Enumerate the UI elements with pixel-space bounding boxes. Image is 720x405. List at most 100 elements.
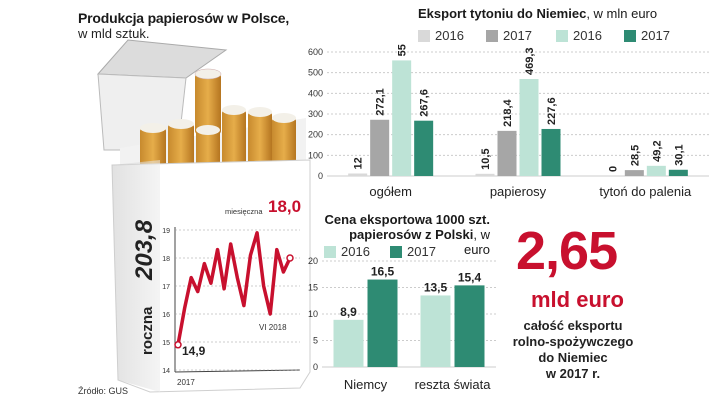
legend-label: 2016 <box>341 244 370 259</box>
price-title: Cena eksportowa 1000 szt. papierosów z P… <box>320 212 490 257</box>
bar <box>646 165 666 176</box>
y-tick-label: 16 <box>162 312 170 319</box>
y-tick-label: 19 <box>162 228 170 235</box>
start-period-label: 2017 <box>177 378 195 387</box>
bar <box>624 170 644 176</box>
bar <box>519 79 539 176</box>
y-tick-label: 200 <box>308 130 323 140</box>
bar <box>367 279 398 367</box>
export-legend-item-3: 2016 <box>556 28 602 43</box>
highlight-desc-line: rolno-spożywczego <box>512 334 634 349</box>
bar-value-label: 272,1 <box>375 88 387 116</box>
bar-value-label: 469,3 <box>524 47 536 75</box>
price-title-bold-1: Cena eksportowa 1000 szt. <box>324 212 490 227</box>
legend-swatch <box>486 29 498 42</box>
bar-value-label: 218,4 <box>502 98 514 126</box>
y-tick-label: 300 <box>308 109 323 119</box>
bar-value-label: 30,1 <box>673 144 685 165</box>
export-chart: 0 100 200 300 400 500 600 12 272,1 559,3 267,6 ogół… <box>308 44 709 199</box>
y-tick-label: 0 <box>318 171 323 181</box>
end-value-label: 18,0 <box>268 197 301 216</box>
bar <box>420 295 451 367</box>
bar-value-label: 10,5 <box>480 148 492 169</box>
bar <box>333 319 364 367</box>
y-tick-label: 600 <box>308 47 323 57</box>
y-tick-label: 15 <box>162 340 170 347</box>
pack-side-shade <box>112 160 160 392</box>
bar <box>414 120 434 176</box>
legend-label: 2017 <box>407 244 436 259</box>
legend-label: 2017 <box>641 28 670 43</box>
legend-swatch <box>624 29 636 42</box>
y-tick-label: 400 <box>308 88 323 98</box>
highlight-desc-line: do Niemiec <box>538 350 608 365</box>
bar <box>668 169 688 176</box>
bar-value-label: 12 <box>353 157 365 169</box>
y-tick-label: 500 <box>308 68 323 78</box>
legend-label: 2017 <box>503 28 532 43</box>
source-note: Źródło: GUS <box>78 386 129 396</box>
production-line <box>176 231 292 347</box>
category-label: tytoń do palenia <box>599 184 692 199</box>
y-tick-label: 14 <box>162 368 170 375</box>
bar <box>370 119 390 176</box>
legend-swatch <box>556 29 568 42</box>
bar-value-label: 559,3 <box>397 44 409 56</box>
export-title: Eksport tytoniu do Niemiec, w mln euro <box>418 6 657 21</box>
legend-swatch <box>418 29 430 42</box>
price-chart: 0 5 10 15 20 8,9 16,5 Niemcy 13,5 15,4 reszta świa… <box>308 256 496 392</box>
end-period-label: VI 2018 <box>259 323 287 332</box>
bar-value-label: 16,5 <box>371 265 395 279</box>
highlight-value: 2,65 <box>516 221 618 281</box>
bar-value-label: 267,6 <box>419 89 431 117</box>
y-tick-label: 17 <box>162 284 170 291</box>
line-start-point <box>174 341 182 349</box>
y-tick-label: 20 <box>308 256 318 266</box>
bar <box>541 128 561 176</box>
price-title-bold-2: papierosów z Polski <box>349 227 474 242</box>
legend-swatch <box>390 245 402 258</box>
bar-value-label: 13,5 <box>424 280 448 294</box>
bar-value-label: 8,9 <box>340 305 357 319</box>
y-tick-label: 10 <box>308 309 318 319</box>
production-title: Produkcja papierosów w Polsce, <box>78 10 290 26</box>
bar-value-label: 227,6 <box>546 97 558 125</box>
line-axis-ticks: 14 15 16 17 18 19 <box>162 228 170 375</box>
legend-label: 2016 <box>435 28 464 43</box>
price-legend-item-1: 2016 <box>324 244 370 259</box>
legend-swatch <box>324 245 336 258</box>
y-tick-label: 15 <box>308 283 318 293</box>
category-label: papierosy <box>490 184 547 199</box>
export-legend-item-1: 2016 <box>418 28 464 43</box>
bar <box>454 285 485 367</box>
line-end-point <box>286 254 294 262</box>
category-label: ogółem <box>369 184 412 199</box>
bar-value-label: 15,4 <box>458 270 482 284</box>
bar <box>475 173 495 176</box>
y-tick-label: 100 <box>308 150 323 160</box>
bar <box>392 60 412 176</box>
y-tick-label: 18 <box>162 256 170 263</box>
category-label: reszta świata <box>415 377 492 392</box>
start-value-label: 14,9 <box>182 344 206 358</box>
bar-value-label: 28,5 <box>629 145 641 166</box>
annual-value: 203,8 <box>131 219 158 281</box>
annual-label: roczna <box>139 306 156 355</box>
price-legend-item-2: 2017 <box>390 244 436 259</box>
export-title-rest: , w mln euro <box>586 6 658 21</box>
export-legend-item-4: 2017 <box>624 28 670 43</box>
highlight-desc-line: całość eksportu <box>523 318 623 333</box>
highlight-description: całość eksportu rolno-spożywczego do Nie… <box>498 318 648 382</box>
bar <box>348 173 368 176</box>
production-unit: w mld sztuk. <box>78 26 150 41</box>
y-tick-label: 5 <box>313 336 318 346</box>
export-title-bold: Eksport tytoniu do Niemiec <box>418 6 587 21</box>
export-legend-item-2: 2017 <box>486 28 532 43</box>
bar <box>497 130 517 176</box>
monthly-label: miesięczna <box>225 207 263 216</box>
bar-value-label: 49,2 <box>651 140 663 161</box>
line-x-axis <box>174 369 301 373</box>
highlight-desc-line: w 2017 r. <box>545 366 601 381</box>
bar-value-label: 0 <box>607 166 619 172</box>
